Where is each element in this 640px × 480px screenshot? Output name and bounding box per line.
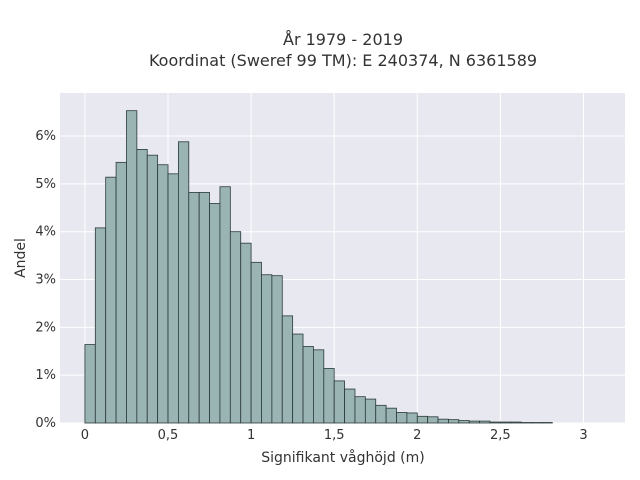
x-tick-label: 2: [413, 428, 421, 443]
histogram-bar: [354, 396, 366, 424]
histogram-bar: [178, 141, 190, 424]
histogram-bar: [281, 315, 294, 424]
x-tick-label: 0: [81, 428, 89, 443]
x-tick-label: 1: [247, 428, 255, 443]
histogram-bar: [344, 388, 356, 424]
histogram-bar: [510, 421, 522, 424]
histogram-bar: [198, 192, 210, 424]
y-axis-title: Andel: [13, 238, 29, 278]
histogram-bar: [489, 421, 501, 424]
x-tick-label: 0,5: [158, 428, 179, 443]
histogram-bar: [157, 164, 169, 424]
histogram-bar: [427, 416, 439, 424]
y-tick-label: 1%: [35, 368, 56, 383]
histogram-bar: [458, 420, 470, 424]
histogram-bar: [105, 176, 117, 424]
y-tick-label: 3%: [35, 273, 56, 288]
y-tick-label: 5%: [35, 177, 56, 192]
histogram-bar: [250, 261, 262, 424]
histogram-bar: [323, 368, 335, 424]
histogram-bar: [229, 231, 242, 424]
histogram-bar: [333, 380, 345, 424]
histogram-bar: [313, 349, 325, 424]
x-tick-label: 3: [579, 428, 587, 443]
histogram-bar: [261, 274, 273, 424]
histogram-bar: [385, 407, 397, 424]
histogram-bar: [302, 346, 314, 424]
histogram-bar: [448, 419, 460, 424]
histogram-bar: [406, 412, 418, 424]
y-tick-label: 2%: [35, 320, 56, 335]
histogram-bar: [115, 161, 127, 424]
x-tick-labels: 0 0,5 1 1,5 2 2,5 3: [81, 428, 588, 443]
histogram-bar: [209, 203, 221, 424]
histogram-bar: [375, 404, 387, 424]
histogram-bar: [188, 192, 200, 424]
histogram-bar: [271, 275, 283, 424]
histogram-bar: [94, 227, 107, 424]
histogram-bar: [437, 418, 449, 424]
histogram-bar: [240, 242, 252, 424]
histogram-bar: [396, 412, 408, 424]
histogram-bar: [219, 186, 231, 424]
y-tick-label: 4%: [35, 225, 56, 240]
histogram-bar: [416, 415, 429, 424]
y-tick-label: 6%: [35, 129, 56, 144]
histogram-bar: [167, 173, 179, 424]
histogram-bar: [292, 333, 304, 424]
histogram-bar: [364, 398, 377, 424]
chart-title-line-2: Koordinat (Sweref 99 TM): E 240374, N 63…: [149, 51, 537, 70]
bars: [84, 110, 553, 424]
histogram-bar: [468, 420, 480, 424]
chart-title-line-1: År 1979 - 2019: [283, 30, 403, 49]
x-tick-label: 2,5: [490, 428, 511, 443]
histogram-bar: [84, 344, 96, 424]
x-axis-title: Signifikant våghöjd (m): [261, 449, 424, 466]
histogram-bar: [136, 149, 148, 424]
histogram-bar: [499, 421, 512, 424]
x-tick-label: 1,5: [324, 428, 345, 443]
histogram-bar: [126, 110, 138, 424]
y-tick-labels: 0% 1% 2% 3% 4% 5% 6%: [35, 129, 56, 431]
histogram-bar: [146, 154, 159, 424]
y-tick-label: 0%: [35, 416, 56, 431]
histogram-bar: [479, 420, 491, 424]
